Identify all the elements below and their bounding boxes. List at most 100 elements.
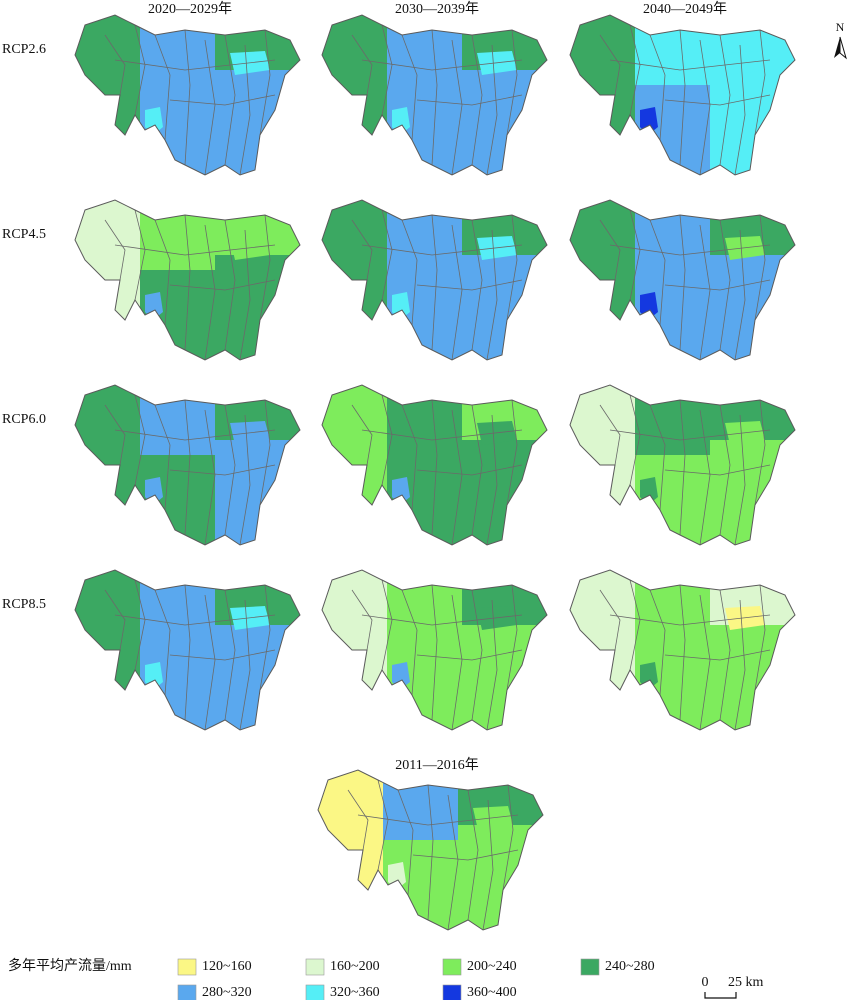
basin-map [321,384,548,546]
sub-basin-border [154,219,171,326]
sub-basin-border [169,464,276,476]
sub-basin-border [629,24,641,116]
sub-basin [387,85,462,175]
sub-basin-border [104,34,126,96]
sub-basin-border [609,614,771,626]
sub-basin [140,385,215,455]
sub-basin-border [431,399,438,536]
basin-outline [74,384,301,546]
sub-basin-border [361,59,523,71]
sub-basin [387,15,462,85]
basin-outline [74,14,301,176]
sub-basin-border [381,24,393,116]
sub-basin-border [104,219,126,281]
sub-basin-border [114,429,276,441]
sub-basin-border [467,789,479,921]
sub-basin [635,200,710,270]
basin-map [74,199,301,361]
legend-label: 360~400 [467,985,517,1000]
sub-basin-border [447,794,459,930]
sub-basin-border [259,584,271,691]
sub-basin-border [451,39,463,175]
sub-basin-border [114,59,276,71]
sub-basin [570,570,635,700]
row-label: RCP6.0 [2,412,46,427]
sub-basin [635,385,710,455]
north-arrow-left [834,37,840,58]
sub-basin-border [114,614,276,626]
sub-basin-border [629,394,641,486]
basin-outline [74,199,301,361]
sub-basin-border [361,614,523,626]
sub-basin-border [719,589,731,721]
sub-basin-border [451,594,463,730]
sub-basin-border [377,779,389,871]
sub-basin-border [679,29,686,166]
basin-map [321,199,548,361]
sub-basin-border [259,214,271,321]
sub-basin-border [679,214,686,351]
sub-basin-border [361,429,523,441]
zones [322,570,547,730]
zones [318,770,543,930]
sub-basin-border [649,589,666,696]
sub-basin-border [486,229,498,360]
sub-basin-border [259,29,271,136]
sub-basin [140,570,215,640]
sub-basin [387,200,462,270]
zones [75,15,300,175]
sub-basin-border [471,34,483,166]
basin-map [569,384,796,546]
sub-basin-border [224,219,236,351]
zones [570,570,795,730]
sub-basin-border [154,589,171,696]
sub-basin-border [699,594,711,730]
sub-basin [635,15,710,85]
basin-outline [321,569,548,731]
basin-outline [317,769,544,931]
sub-basin [387,455,462,545]
zones [75,385,300,545]
sub-basin-border [719,34,731,166]
legend-label: 200~240 [467,959,517,974]
sub-basin-border [361,244,523,256]
basin-map [321,14,548,176]
basin-outline [569,14,796,176]
legend-title: 多年平均产流量/mm [8,957,132,974]
sub-basin-border [401,34,418,141]
legend-swatch [305,984,325,1002]
sub-basin [140,640,215,730]
sub-basin-border [204,594,216,730]
zones [75,570,300,730]
zones [322,200,547,360]
sub-basin-border [599,219,621,281]
sub-basin [635,85,710,175]
sub-basin-border [416,279,523,291]
legend-label: 240~280 [605,959,655,974]
north-arrow: N [834,20,847,60]
sub-basin-border [649,219,666,326]
basin-map [74,384,301,546]
sub-basin [322,570,387,700]
sub-basin-border [506,29,518,136]
sub-basin [75,385,140,515]
sub-basin-border [239,414,251,545]
basin-outline [321,14,548,176]
sub-basin-border [734,414,746,545]
sub-basin-border [397,789,414,896]
scale-line [704,992,737,999]
sub-basin-border [486,599,498,730]
sub-basin-border [754,214,766,321]
baseline-title: 2011—2016年 [395,757,478,773]
sub-basin-border [114,244,276,256]
sub-basin [75,200,140,330]
sub-basin-border [482,799,494,930]
sub-basin-border [184,399,191,536]
maps [74,14,796,931]
basin-map [74,569,301,731]
sub-basin-border [381,394,393,486]
sub-basin-border [734,599,746,730]
sub-basin-border [699,224,711,360]
sub-basin-border [431,29,438,166]
